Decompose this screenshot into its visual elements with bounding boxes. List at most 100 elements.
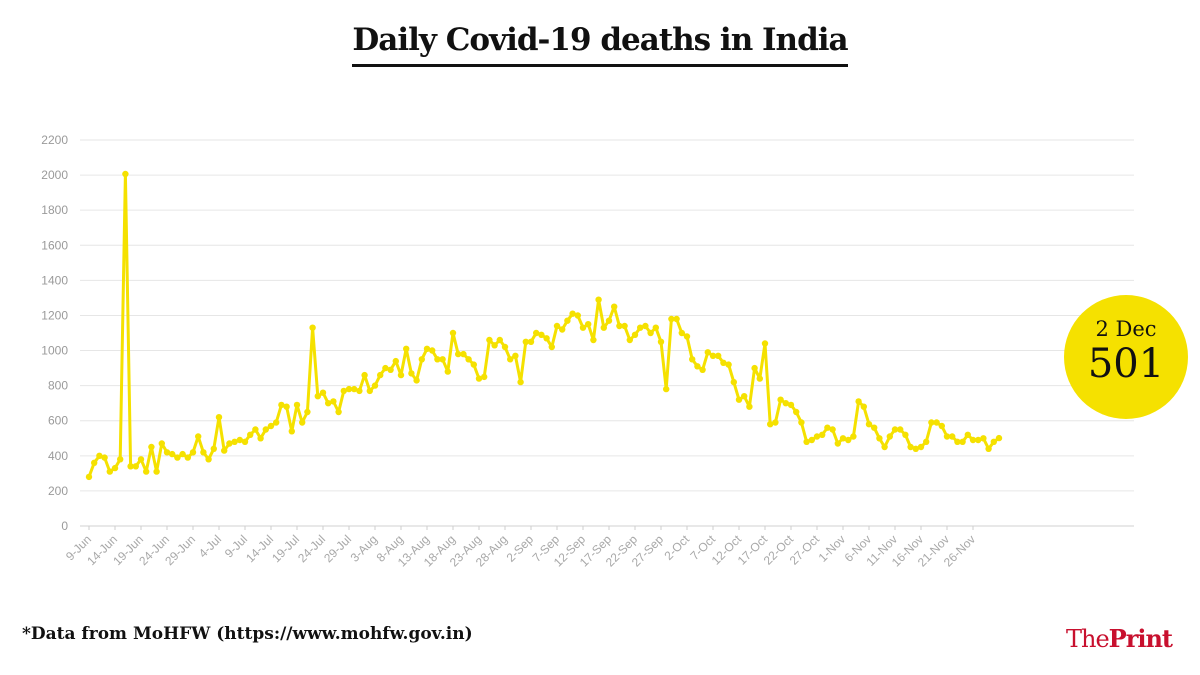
data-point (730, 378, 737, 386)
data-point (907, 443, 914, 451)
y-tick-label: 1000 (41, 344, 68, 358)
data-point (158, 440, 165, 447)
data-point (678, 329, 685, 337)
grid-lines (80, 139, 1134, 492)
data-point (897, 426, 904, 433)
data-point (330, 398, 337, 405)
data-point (351, 385, 358, 393)
data-point (210, 445, 217, 452)
data-point (382, 364, 389, 372)
data-point (335, 408, 342, 416)
data-point (787, 401, 795, 409)
data-point (621, 322, 628, 330)
data-point (600, 324, 607, 331)
latest-value-badge: 2 Dec 501 (1064, 295, 1188, 419)
data-point (959, 438, 966, 445)
data-point (195, 433, 202, 440)
data-point (689, 356, 696, 363)
data-point (735, 396, 743, 403)
data-point (574, 312, 581, 319)
data-point (475, 375, 483, 382)
data-point (912, 445, 919, 452)
data-point (865, 421, 873, 428)
data-point (943, 433, 951, 440)
data-point (340, 387, 347, 395)
x-tick-label: 14-Jul (243, 532, 276, 565)
data-point (585, 321, 592, 328)
data-point (543, 335, 550, 342)
data-point (663, 385, 670, 393)
data-point (517, 378, 524, 386)
x-tick-label: 19-Jul (269, 532, 302, 565)
data-point (278, 401, 285, 409)
theprint-logo: ThePrint (1066, 624, 1173, 653)
data-point (803, 438, 810, 445)
x-tick-label: 3-Aug (348, 532, 381, 565)
data-point (886, 433, 893, 440)
data-point (668, 315, 675, 323)
data-point (637, 324, 644, 331)
data-point (917, 443, 925, 451)
data-point (777, 396, 784, 403)
data-point (361, 371, 368, 379)
data-point (85, 473, 93, 481)
data-point (990, 438, 997, 445)
data-point (512, 352, 519, 359)
badge-date: 2 Dec (1095, 317, 1157, 341)
x-tick-label: 4-Jul (196, 532, 224, 560)
data-point (418, 356, 425, 363)
y-tick-label: 200 (48, 484, 68, 498)
data-point (356, 387, 363, 395)
data-point (106, 468, 114, 475)
data-point (241, 438, 249, 445)
data-point (117, 456, 124, 463)
x-tick-label: 2-Sep (504, 532, 537, 565)
data-point (756, 375, 763, 382)
chart-title-wrap: Daily Covid-19 deaths in India (0, 22, 1200, 67)
data-point (657, 338, 665, 345)
data-point (496, 336, 503, 344)
data-point (813, 433, 821, 440)
y-tick-label: 2000 (41, 168, 68, 182)
data-point (631, 331, 639, 338)
data-point (652, 324, 659, 331)
y-tick-label: 1600 (41, 238, 68, 252)
data-point (720, 359, 727, 366)
data-point (413, 377, 420, 384)
x-tick-label: 29-Jun (162, 532, 198, 568)
data-point (91, 459, 98, 466)
data-point (345, 385, 353, 393)
data-point (876, 435, 883, 442)
badge-value: 501 (1087, 341, 1165, 387)
data-point (371, 382, 379, 389)
data-point (891, 426, 899, 433)
data-point (215, 414, 223, 421)
data-point (923, 438, 930, 445)
data-point (293, 401, 301, 409)
data-point (527, 338, 535, 345)
data-point (751, 364, 758, 372)
data-point (782, 400, 789, 407)
data-point (626, 336, 633, 344)
y-tick-label: 800 (48, 379, 68, 393)
data-point (252, 426, 259, 433)
data-point (553, 322, 561, 330)
data-point (231, 438, 238, 445)
data-point (501, 343, 509, 351)
data-point (579, 324, 587, 331)
data-point (928, 419, 935, 426)
data-point (819, 431, 826, 438)
data-point (137, 456, 145, 463)
data-point (569, 310, 576, 317)
data-point (283, 403, 290, 410)
data-point (938, 422, 945, 430)
data-point (933, 419, 940, 426)
data-point (309, 324, 316, 331)
data-point (325, 400, 332, 407)
data-point (96, 452, 103, 459)
data-point (397, 371, 405, 379)
data-point (949, 433, 956, 440)
data-point (767, 421, 774, 428)
data-point (673, 315, 680, 323)
data-point (538, 331, 545, 338)
